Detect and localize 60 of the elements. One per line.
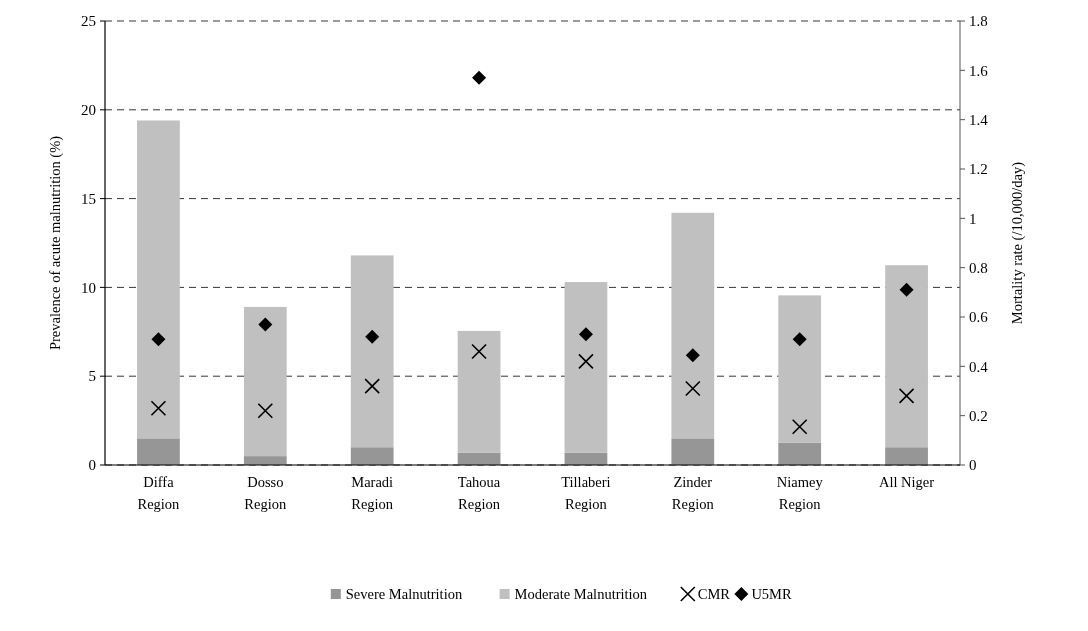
legend-label: Severe Malnutrition: [345, 586, 463, 603]
point: [792, 332, 807, 347]
bar: [243, 306, 287, 457]
bar: [243, 456, 287, 465]
legend-label: CMR: [697, 586, 731, 603]
y-tick-label: 20: [81, 102, 96, 119]
legend-label: Moderate Malnutrition: [514, 586, 648, 603]
y-axis-title: Prevalence of acute malnutrition (%): [47, 135, 64, 351]
y-tick-label: 15: [81, 190, 96, 207]
point: [578, 327, 593, 342]
bar: [564, 282, 608, 453]
point: [364, 378, 380, 394]
bar: [885, 447, 928, 465]
bar: [350, 447, 394, 465]
y-tick-label: 0: [88, 457, 96, 474]
point: [150, 400, 167, 417]
point: [258, 317, 273, 332]
y2-tick-label: 1.2: [969, 161, 988, 178]
y2-tick-label: 1.4: [969, 111, 989, 128]
point: [257, 402, 274, 419]
y2-tick-label: 0.8: [969, 259, 988, 276]
point: [899, 282, 914, 297]
point: [472, 70, 487, 85]
y-tick-label: 25: [81, 13, 96, 30]
bar: [457, 330, 501, 453]
bar: [350, 255, 394, 448]
x-tick-label: Zinder Region: [671, 474, 715, 512]
y2-tick-label: 1.6: [969, 62, 989, 79]
x-tick-label: Maradi Region: [351, 474, 394, 512]
bar: [137, 120, 180, 439]
y-tick-label: 5: [88, 368, 96, 385]
bar: [778, 442, 822, 465]
bar: [671, 438, 715, 465]
point: [685, 348, 700, 363]
y2-tick-label: 0.6: [969, 309, 989, 326]
point: [791, 418, 808, 435]
x-tick-label: Niamey Region: [776, 474, 824, 512]
y-tick-label: 10: [81, 279, 96, 296]
y2-tick-label: 1: [969, 210, 977, 227]
bar: [137, 438, 180, 465]
y2-tick-label: 1.8: [969, 13, 988, 30]
point: [471, 343, 487, 360]
point: [151, 332, 166, 347]
bar: [885, 265, 928, 448]
x-tick-label: Tahoua Region: [457, 474, 501, 512]
bar: [671, 212, 715, 439]
bar: [778, 295, 822, 443]
x-tick-label: Tillaberi Region: [561, 474, 611, 512]
point: [578, 353, 594, 370]
y2-tick-label: 0.2: [969, 407, 988, 424]
legend-label: U5MR: [751, 586, 793, 603]
x-tick-label: All Niger: [878, 474, 935, 490]
x-tick-label: Dosso Region: [244, 474, 287, 512]
y2-tick-label: 0: [969, 457, 977, 474]
y2-tick-label: 0.4: [969, 358, 989, 375]
point: [898, 388, 915, 404]
x-tick-label: Diffa Region: [137, 474, 181, 512]
point: [365, 329, 380, 344]
y2-axis-title: Mortality rate (/10,000/day): [1009, 161, 1026, 325]
point: [685, 380, 701, 397]
